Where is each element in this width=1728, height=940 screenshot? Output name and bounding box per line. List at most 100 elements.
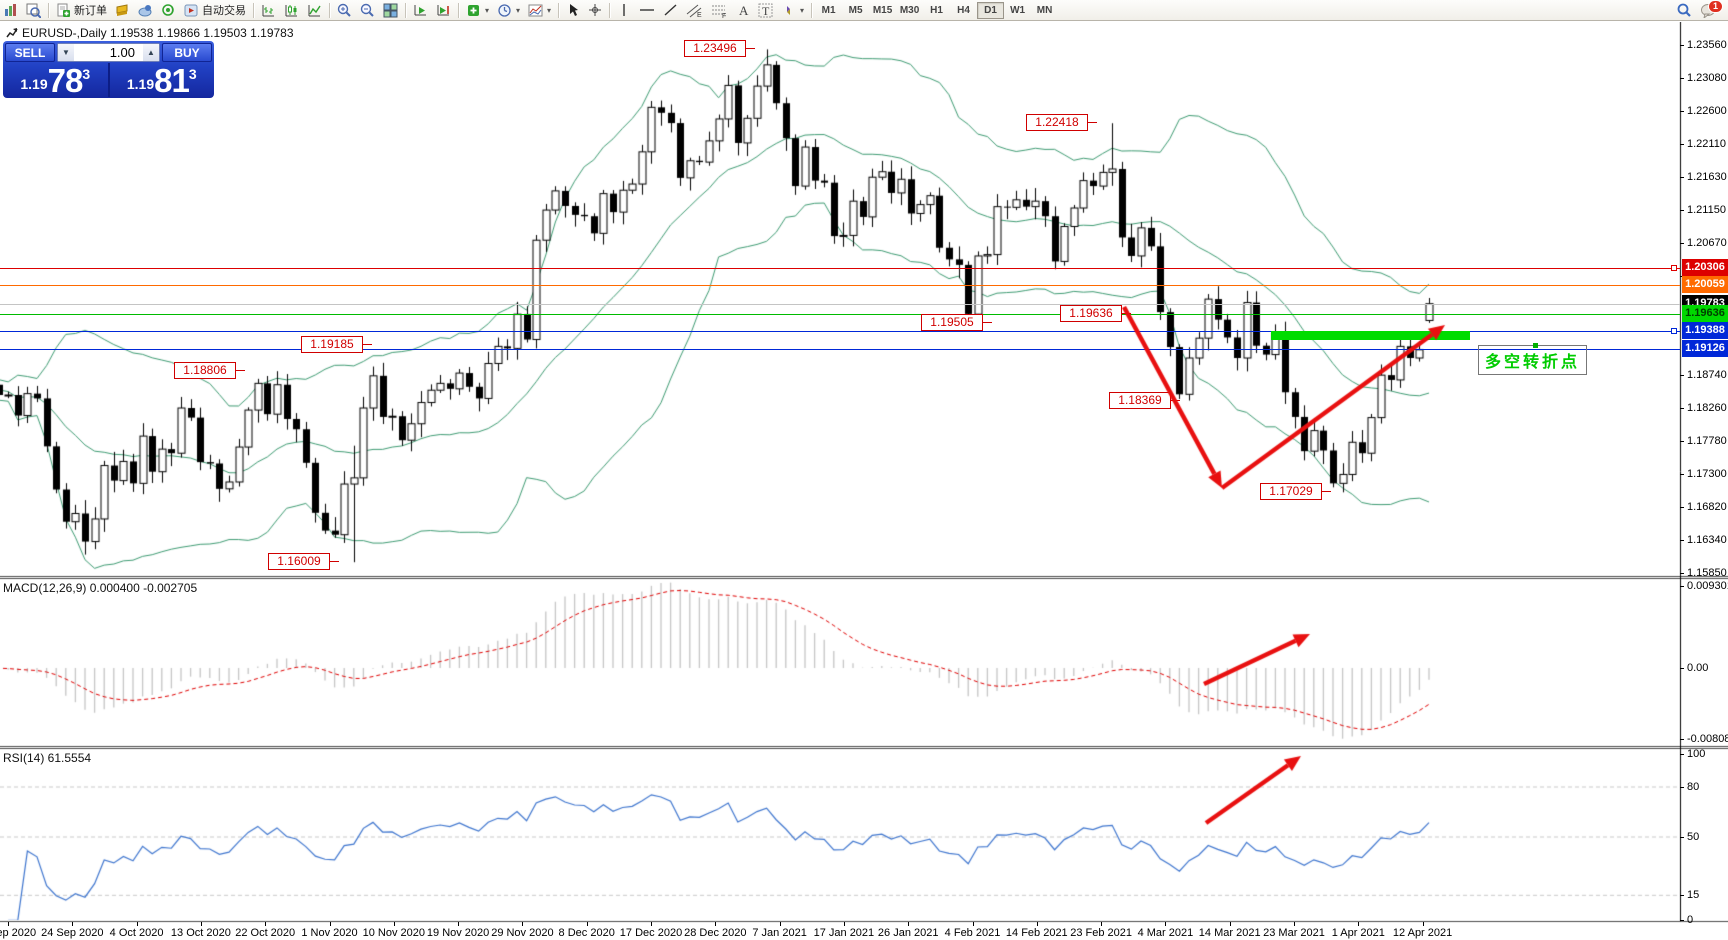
date-axis-tickmark bbox=[715, 922, 716, 926]
rsi-axis-tickmark bbox=[1680, 895, 1684, 896]
line-endpoint-handle[interactable] bbox=[1671, 328, 1677, 334]
svg-text:E: E bbox=[697, 12, 702, 18]
notifications-button[interactable]: 1 bbox=[1696, 0, 1723, 20]
price-axis-label: 1.17780 bbox=[1687, 435, 1727, 447]
date-axis-label: 17 Jan 2021 bbox=[813, 927, 875, 939]
date-axis-label: 19 Nov 2020 bbox=[426, 927, 490, 939]
price-axis-label: 1.21630 bbox=[1687, 171, 1727, 183]
sell-price-display[interactable]: 1.19 78 3 bbox=[3, 63, 110, 97]
indicators-button[interactable]: ▾ bbox=[462, 1, 493, 20]
volume-increase-button[interactable]: ▲ bbox=[143, 44, 159, 61]
crosshair-button[interactable] bbox=[584, 1, 606, 20]
candlestick-type-button[interactable] bbox=[280, 1, 303, 20]
timeframe-button-h4[interactable]: H4 bbox=[957, 4, 970, 16]
callout-connector bbox=[1122, 313, 1131, 314]
toolbar-separator bbox=[558, 2, 560, 18]
timeframe-button-d1[interactable]: D1 bbox=[977, 1, 1005, 19]
templates-button[interactable]: ▾ bbox=[524, 1, 555, 20]
buy-price-display[interactable]: 1.19 81 3 bbox=[110, 63, 215, 97]
price-callout-label[interactable]: 1.22418 bbox=[1026, 114, 1097, 131]
horizontal-line-1.20306[interactable] bbox=[0, 268, 1680, 269]
rsi-axis-label: 80 bbox=[1687, 781, 1700, 793]
timeframe-button-w1[interactable]: W1 bbox=[1010, 4, 1026, 16]
zoom-in-button[interactable] bbox=[333, 1, 356, 20]
timeframe-button-m5[interactable]: M5 bbox=[848, 4, 863, 16]
volume-decrease-button[interactable]: ▼ bbox=[58, 44, 74, 61]
timeframe-button-m1[interactable]: M1 bbox=[821, 4, 836, 16]
horizontal-line-1.19126[interactable] bbox=[0, 349, 1680, 350]
bar-chart-type-button[interactable] bbox=[257, 1, 280, 20]
price-axis-tickmark bbox=[1680, 573, 1684, 574]
date-axis-label: 4 Mar 2021 bbox=[1137, 927, 1194, 939]
timeframe-button-m30[interactable]: M30 bbox=[899, 4, 920, 16]
tile-windows-button[interactable] bbox=[379, 1, 402, 20]
search-icon[interactable] bbox=[1672, 1, 1696, 20]
chart-preview-icon[interactable] bbox=[22, 1, 45, 20]
date-axis-tickmark bbox=[651, 922, 652, 926]
news-icon[interactable] bbox=[157, 1, 180, 20]
turning-point-annotation[interactable]: 多空转折点 bbox=[1478, 343, 1588, 375]
timeframe-button-h1[interactable]: H1 bbox=[930, 4, 943, 16]
horizontal-line-1.20059[interactable] bbox=[0, 285, 1680, 286]
date-axis-tickmark bbox=[394, 922, 395, 926]
periods-button[interactable]: ▾ bbox=[493, 1, 524, 20]
horizontal-line-1.19636[interactable] bbox=[0, 314, 1680, 315]
auto-scroll-button[interactable] bbox=[409, 1, 432, 20]
sell-price-small: 1.19 bbox=[20, 76, 48, 92]
svg-text:T: T bbox=[762, 4, 770, 18]
text-button[interactable]: A bbox=[732, 1, 754, 20]
macd-axis-label: 0.00 bbox=[1687, 662, 1709, 674]
date-axis-tickmark bbox=[587, 922, 588, 926]
depth-of-market-icon[interactable] bbox=[111, 1, 134, 20]
timeframe-button-mn[interactable]: MN bbox=[1036, 4, 1053, 16]
price-callout-label[interactable]: 1.19185 bbox=[301, 336, 372, 353]
price-callout-label[interactable]: 1.19636 bbox=[1060, 305, 1131, 322]
charts-icon[interactable] bbox=[0, 1, 22, 20]
price-callout-label[interactable]: 1.17029 bbox=[1260, 483, 1331, 500]
vertical-line-button[interactable] bbox=[613, 1, 635, 20]
price-axis-label: 1.16820 bbox=[1687, 501, 1727, 513]
date-axis-label: 14 Mar 2021 bbox=[1198, 927, 1261, 939]
main-toolbar: 新订单 自动交易 ▾ ▾ ▾ E F A T ▾ bbox=[0, 0, 1728, 21]
text-label-button[interactable]: T bbox=[754, 1, 777, 20]
chart-window[interactable]: EURUSD-,Daily 1.19538 1.19866 1.19503 1.… bbox=[0, 22, 1728, 940]
price-callout-label[interactable]: 1.16009 bbox=[268, 553, 339, 570]
chart-canvas[interactable] bbox=[0, 22, 1728, 940]
date-axis-label: 4 Oct 2020 bbox=[109, 927, 164, 939]
price-axis-tickmark bbox=[1680, 474, 1684, 475]
price-callout-label[interactable]: 1.23496 bbox=[684, 40, 755, 57]
cursor-button[interactable] bbox=[562, 1, 584, 20]
zoom-out-button[interactable] bbox=[356, 1, 379, 20]
volume-input[interactable]: 1.00 bbox=[109, 45, 135, 60]
line-chart-type-button[interactable] bbox=[303, 1, 326, 20]
price-callout-label[interactable]: 1.18806 bbox=[174, 362, 245, 379]
date-axis-tickmark bbox=[1230, 922, 1231, 926]
timeframe-button-m15[interactable]: M15 bbox=[872, 4, 893, 16]
horizontal-line-button[interactable] bbox=[635, 1, 659, 20]
line-endpoint-handle[interactable] bbox=[1671, 265, 1677, 271]
date-axis-label: 22 Oct 2020 bbox=[235, 927, 296, 939]
date-axis-label: 13 Oct 2020 bbox=[170, 927, 231, 939]
price-callout-label[interactable]: 1.18369 bbox=[1109, 392, 1180, 409]
annotation-handle[interactable] bbox=[1532, 343, 1538, 348]
buy-button[interactable]: BUY bbox=[162, 43, 212, 62]
equidistant-channel-button[interactable]: E bbox=[682, 1, 707, 20]
autotrading-button[interactable]: 自动交易 bbox=[180, 1, 250, 20]
horizontal-line-1.19783[interactable] bbox=[0, 304, 1680, 305]
price-callout-label[interactable]: 1.19505 bbox=[921, 314, 992, 331]
rsi-axis-tickmark bbox=[1680, 920, 1684, 921]
sell-button[interactable]: SELL bbox=[5, 43, 55, 62]
web-terminal-icon[interactable] bbox=[134, 1, 157, 20]
new-order-label: 新订单 bbox=[74, 5, 107, 17]
buy-price-sup: 3 bbox=[188, 66, 197, 82]
support-zone-rectangle[interactable] bbox=[1271, 331, 1470, 340]
arrows-button[interactable]: ▾ bbox=[777, 1, 808, 20]
fibonacci-button[interactable]: F bbox=[707, 1, 732, 20]
trendline-button[interactable] bbox=[659, 1, 682, 20]
new-order-button[interactable]: 新订单 bbox=[52, 1, 111, 20]
callout-connector bbox=[363, 344, 372, 345]
date-axis-tickmark bbox=[330, 922, 331, 926]
date-axis-tickmark bbox=[522, 922, 523, 926]
chart-shift-button[interactable] bbox=[432, 1, 455, 20]
price-axis-badge: 1.19126 bbox=[1682, 340, 1728, 357]
